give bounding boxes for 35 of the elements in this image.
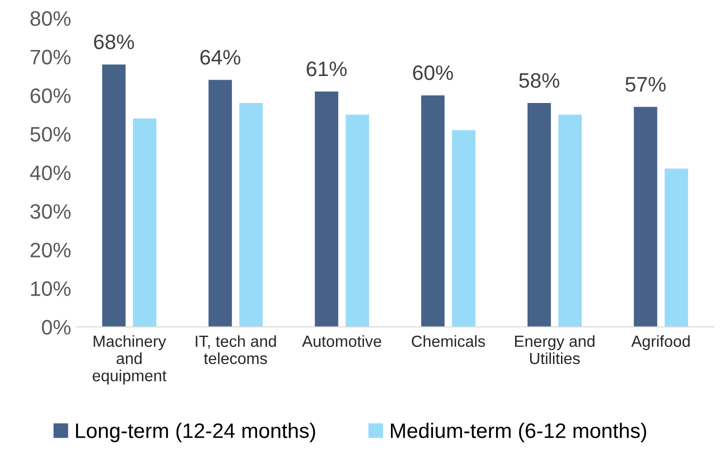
x-tick-label: Automotive xyxy=(302,335,382,347)
y-tick-label: 30% xyxy=(30,204,71,219)
legend-label: Long-term (12-24 months) xyxy=(76,422,316,442)
bar xyxy=(239,103,263,327)
bar xyxy=(421,95,445,327)
y-tick-label: 10% xyxy=(31,281,71,296)
data-label: 68% xyxy=(94,34,134,50)
y-tick-label: 60% xyxy=(30,88,71,104)
bar xyxy=(346,114,370,327)
x-tick-label: Energy and Utilities xyxy=(515,335,594,364)
y-tick-label: 50% xyxy=(30,126,71,142)
data-label: 58% xyxy=(519,73,560,88)
bar xyxy=(208,80,232,327)
y-tick-label: 40% xyxy=(30,166,71,180)
y-tick-label: 70% xyxy=(30,50,71,65)
bar xyxy=(102,64,126,327)
y-tick-label: 80% xyxy=(30,11,71,26)
data-label: 64% xyxy=(200,50,240,65)
y-tick-label: 0% xyxy=(42,320,71,335)
bar xyxy=(528,103,551,327)
data-label: 61% xyxy=(306,62,347,76)
x-tick-label: IT, tech and telecoms xyxy=(196,335,276,364)
bar xyxy=(634,106,658,327)
bar xyxy=(664,168,688,327)
bar xyxy=(133,118,156,327)
legend-label: Medium-term (6-12 months) xyxy=(390,422,646,442)
y-tick-label: 20% xyxy=(30,242,71,258)
bar xyxy=(558,114,582,327)
bar xyxy=(314,91,338,327)
x-tick-label: Chemicals xyxy=(412,335,485,347)
x-tick-label: Agrifood xyxy=(631,335,690,350)
data-label: 57% xyxy=(626,77,666,92)
bar xyxy=(452,130,476,327)
data-label: 60% xyxy=(413,65,453,80)
x-tick-label: Machinery and equipment xyxy=(92,335,166,385)
